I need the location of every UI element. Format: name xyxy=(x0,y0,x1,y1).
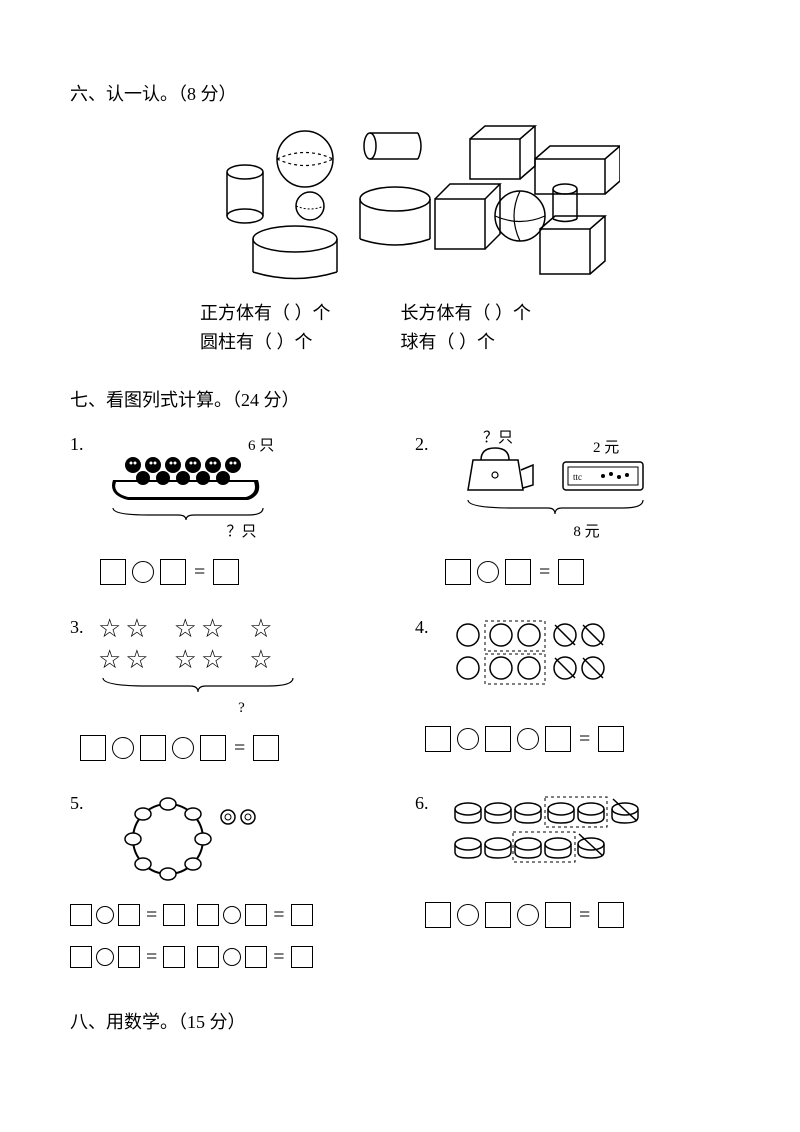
q-num: 6. xyxy=(415,789,435,818)
q7-5: 5. xyxy=(70,789,385,973)
q7-6: 6. xyxy=(415,789,730,973)
q5-eq-row2: = = xyxy=(70,941,385,973)
section-7-title: 七、看图列式计算。（24 分） xyxy=(70,386,730,415)
q7-4: 4. xyxy=(415,613,730,763)
q4-figure xyxy=(443,613,730,688)
q5-figure xyxy=(98,789,385,889)
q1-figure: 6 只 ？只 xyxy=(98,430,385,544)
q1-total: ？只 xyxy=(98,520,385,544)
cuboid-label: 长方体有（ ）个 xyxy=(401,299,532,328)
section-8: 八、用数学。（15 分） xyxy=(70,1008,730,1037)
svg-text:ttc: ttc xyxy=(573,472,582,482)
q7-1: 1. xyxy=(70,430,385,588)
q2-total: 8 元 xyxy=(443,520,730,544)
section-8-title: 八、用数学。（15 分） xyxy=(70,1008,730,1037)
section-6-title: 六、认一认。（8 分） xyxy=(70,80,730,109)
q-num: 4. xyxy=(415,613,435,642)
cube-label: 正方体有（ ）个 xyxy=(200,299,331,328)
shapes-figure xyxy=(70,124,730,289)
q7-3: 3. ☆☆ ☆☆ ☆ ☆☆ ☆☆ ☆ ? = xyxy=(70,613,385,763)
q4-equation: = xyxy=(425,723,730,755)
svg-text:？只: ？只 xyxy=(483,430,513,446)
q6-figure xyxy=(443,789,730,869)
q3-qmark: ? xyxy=(98,696,385,720)
section-6: 六、认一认。（8 分） xyxy=(70,80,730,356)
svg-text:6 只: 6 只 xyxy=(248,438,274,454)
q1-equation: = xyxy=(100,556,385,588)
cylinder-label: 圆柱有（ ）个 xyxy=(200,328,331,357)
q6-equation: = xyxy=(425,899,730,931)
q3-equation: = xyxy=(80,732,385,764)
q5-eq-row1: = = xyxy=(70,899,385,931)
q2-equation: = xyxy=(445,556,730,588)
q2-figure: ？只 2 元 ttc xyxy=(443,430,730,544)
q-num: 2. xyxy=(415,430,435,459)
q-num: 1. xyxy=(70,430,90,459)
q-num: 5. xyxy=(70,789,90,818)
shapes-answers: 正方体有（ ）个 圆柱有（ ）个 长方体有（ ）个 球有（ ）个 xyxy=(200,299,730,357)
svg-text:2 元: 2 元 xyxy=(593,440,619,456)
q3-figure: ☆☆ ☆☆ ☆ ☆☆ ☆☆ ☆ ? xyxy=(98,613,385,719)
section-7: 七、看图列式计算。（24 分） 1. xyxy=(70,386,730,972)
q-num: 3. xyxy=(70,613,90,642)
q7-2: 2. ？只 2 元 ttc xyxy=(415,430,730,588)
sphere-label: 球有（ ）个 xyxy=(401,328,532,357)
